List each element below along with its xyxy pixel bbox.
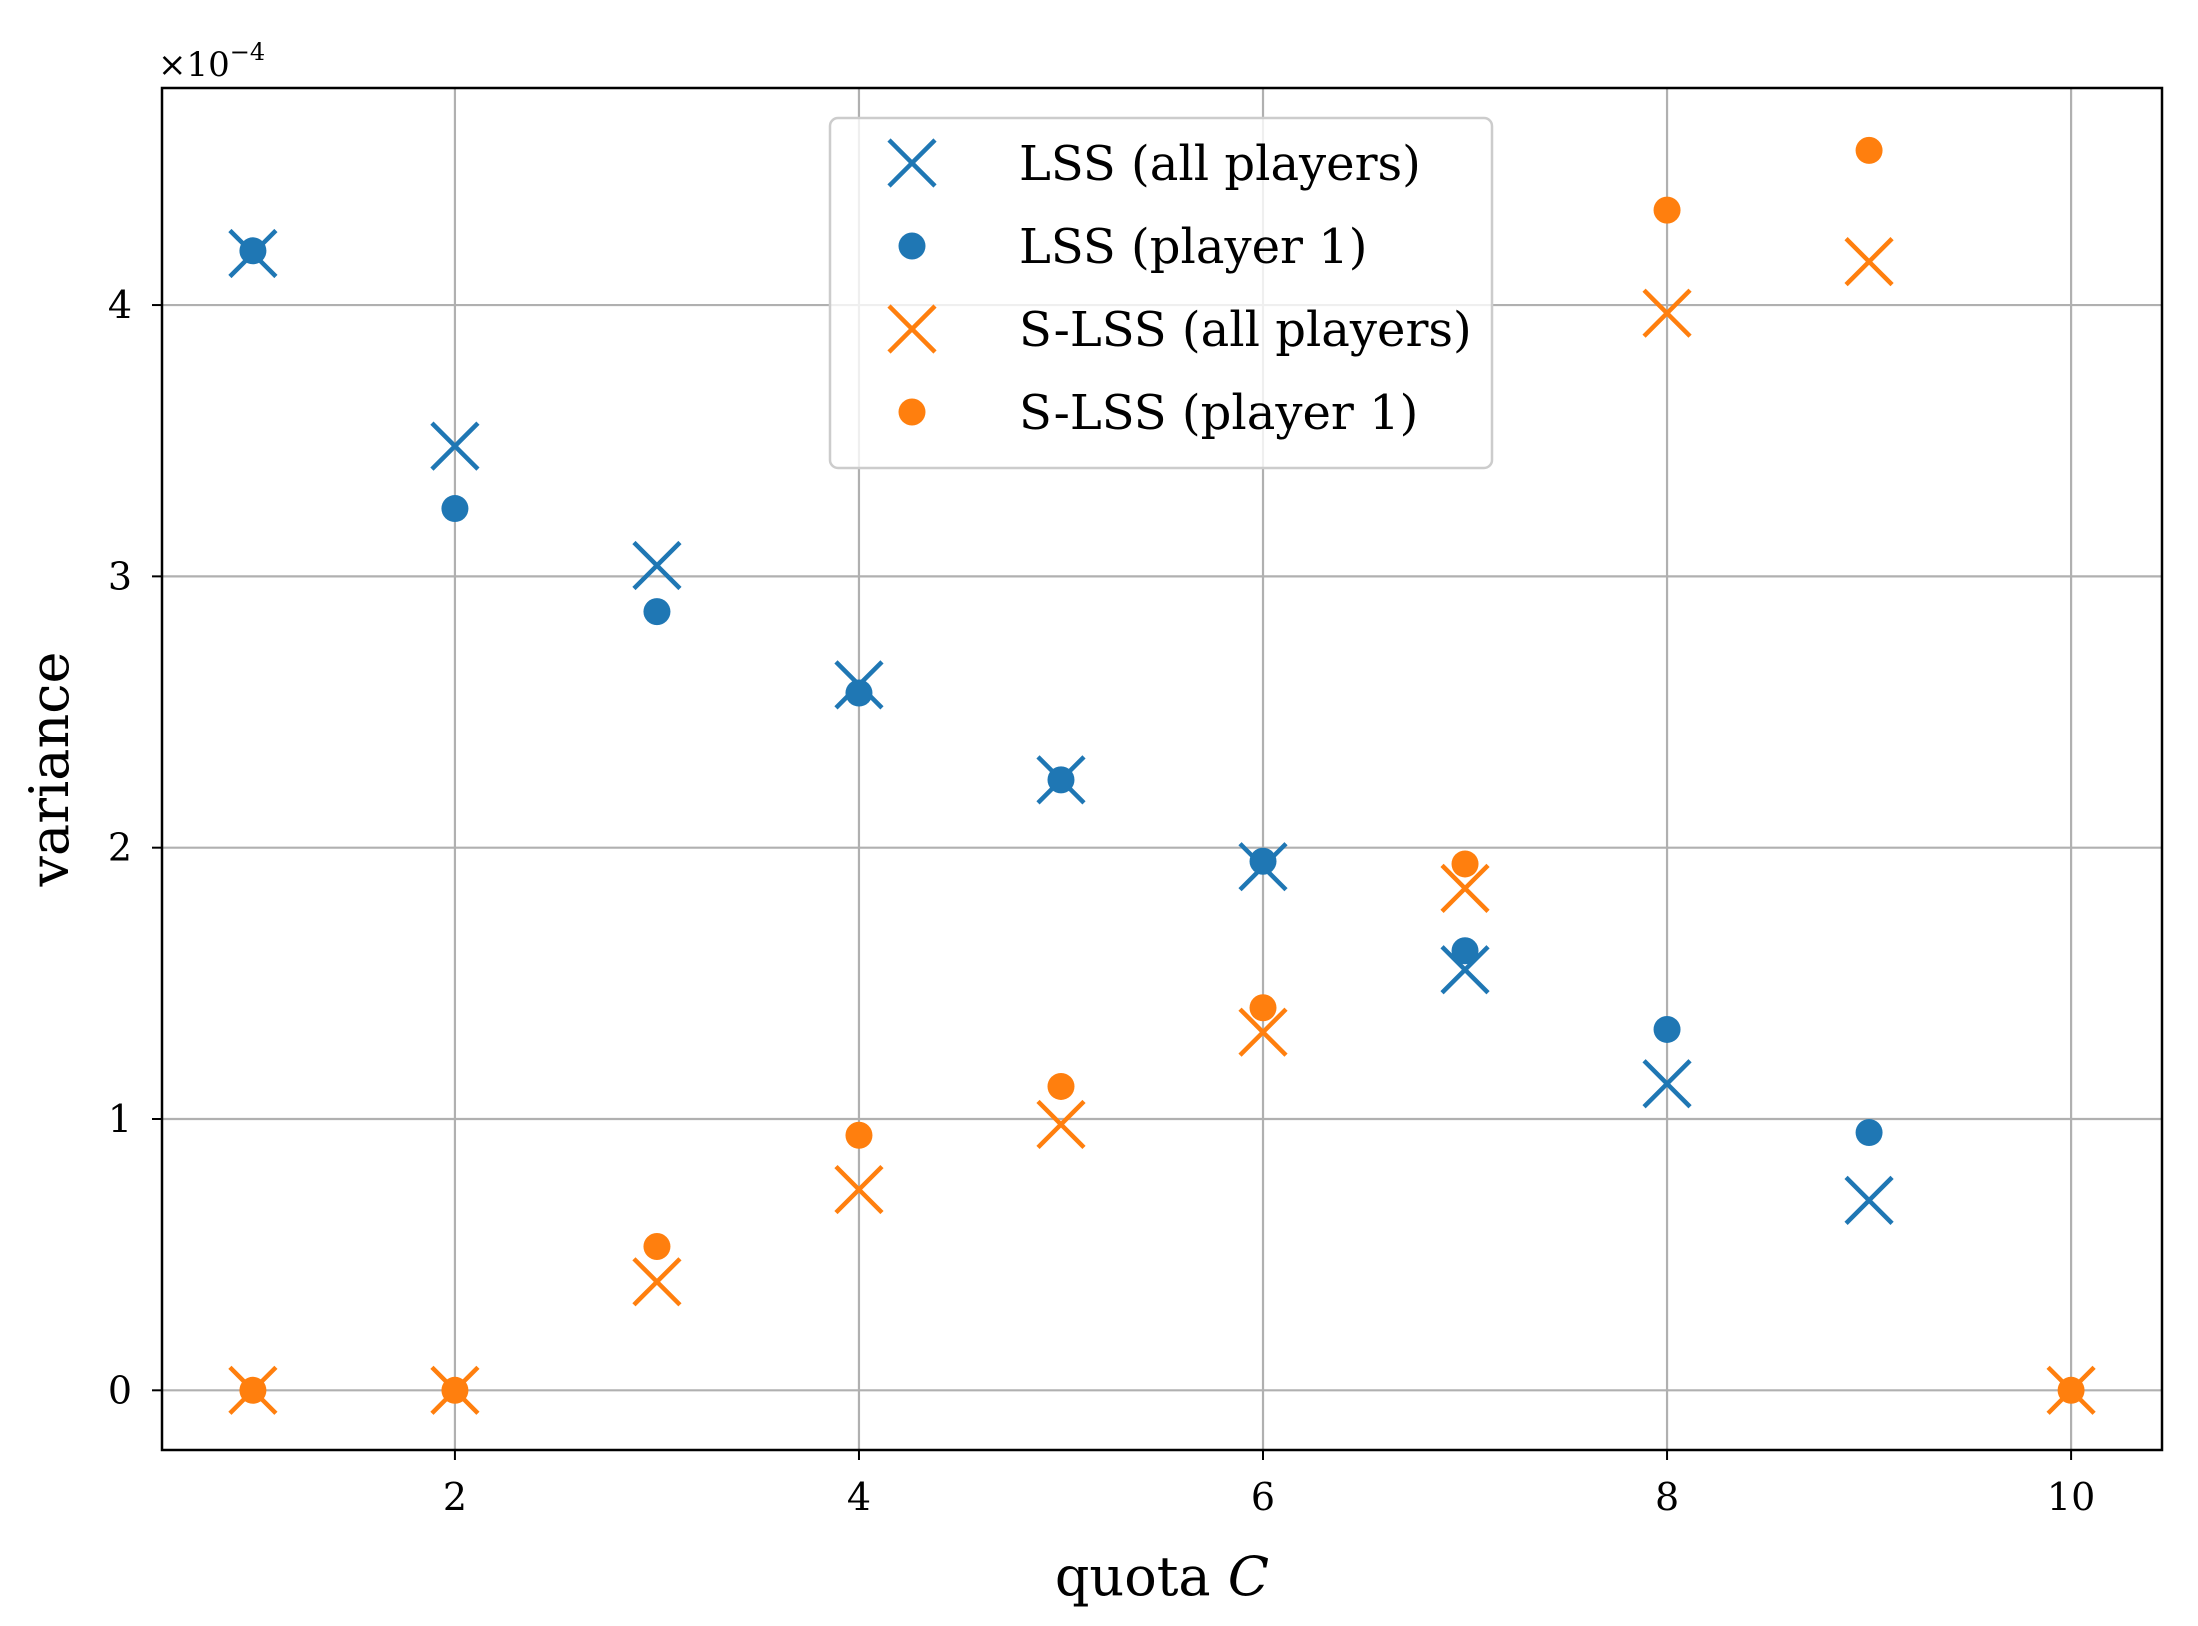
x-marker-s2-p7 <box>1642 288 1692 338</box>
x-marker-s2-p8 <box>1844 237 1894 287</box>
x-marker-s2-p3 <box>834 1164 884 1215</box>
legend-x-marker-2 <box>887 304 937 354</box>
dot-marker-s1-p0 <box>239 237 267 265</box>
legend-markers <box>887 138 937 426</box>
dot-marker-s3-p1 <box>441 1376 469 1404</box>
x-tick-label: 4 <box>847 1475 871 1519</box>
x-marker-s2-p4 <box>1036 1099 1086 1150</box>
dot-marker-s1-p3 <box>845 679 873 707</box>
x-tick-label: 6 <box>1251 1475 1275 1519</box>
x-marker-s0-p6 <box>1440 945 1490 995</box>
legend-label-lss-player1: LSS (player 1) <box>1019 219 1367 275</box>
legend-label-lss-all: LSS (all players) <box>1019 136 1421 192</box>
dot-marker-s1-p8 <box>1855 1119 1883 1147</box>
legend-dot-marker-1 <box>898 232 926 260</box>
dot-marker-s3-p4 <box>1047 1072 1075 1100</box>
legend-label-slss-player1: S-LSS (player 1) <box>1019 385 1418 441</box>
legend-dot-marker-3 <box>898 398 926 426</box>
x-marker-s2-p2 <box>632 1257 682 1307</box>
axis-ticks: 2 4 6 8 10 0 1 2 3 4 <box>108 283 2095 1519</box>
x-marker-s2-p6 <box>1440 863 1490 913</box>
y-tick-label: 1 <box>108 1097 132 1141</box>
legend-label-slss-all: S-LSS (all players) <box>1019 302 1472 358</box>
y-tick-label: 2 <box>108 826 132 870</box>
dot-marker-s1-p7 <box>1653 1015 1681 1043</box>
x-tick-label: 10 <box>2047 1475 2095 1519</box>
y-tick-label: 4 <box>108 283 132 327</box>
dot-marker-s3-p6 <box>1451 850 1479 878</box>
dot-marker-s1-p2 <box>643 598 671 626</box>
dot-marker-s3-p2 <box>643 1233 671 1261</box>
y-tick-label: 3 <box>108 554 132 598</box>
dot-marker-s1-p4 <box>1047 766 1075 794</box>
legend-box <box>828 116 1494 470</box>
dot-marker-s3-p5 <box>1249 994 1277 1022</box>
y-axis-label: variance <box>18 652 81 888</box>
x-axis-label: quota C <box>1055 1545 1269 1608</box>
dot-marker-s3-p3 <box>845 1121 873 1149</box>
dot-marker-s1-p6 <box>1451 937 1479 965</box>
x-marker-s2-p5 <box>1238 1007 1288 1057</box>
x-marker-s0-p7 <box>1642 1059 1692 1109</box>
dot-marker-s3-p0 <box>239 1376 267 1404</box>
plot-frame <box>160 86 2164 1452</box>
x-marker-s0-p1 <box>430 421 480 471</box>
dot-marker-s3-p7 <box>1653 196 1681 224</box>
legend-x-marker-0 <box>887 138 937 188</box>
dot-marker-s1-p5 <box>1249 847 1277 875</box>
x-tick-label: 8 <box>1655 1475 1679 1519</box>
dot-marker-s3-p9 <box>2057 1376 2085 1404</box>
y-offset-label: ×10−4 <box>158 38 265 85</box>
dot-marker-s3-p8 <box>1855 136 1883 164</box>
dot-marker-s1-p1 <box>441 495 469 523</box>
data-marks <box>228 136 2096 1415</box>
legend: LSS (all players) LSS (player 1) S-LSS (… <box>828 116 1494 470</box>
x-tick-label: 2 <box>443 1475 467 1519</box>
x-marker-s0-p2 <box>632 540 682 591</box>
x-marker-s0-p8 <box>1844 1175 1894 1225</box>
y-tick-label: 0 <box>108 1368 132 1412</box>
